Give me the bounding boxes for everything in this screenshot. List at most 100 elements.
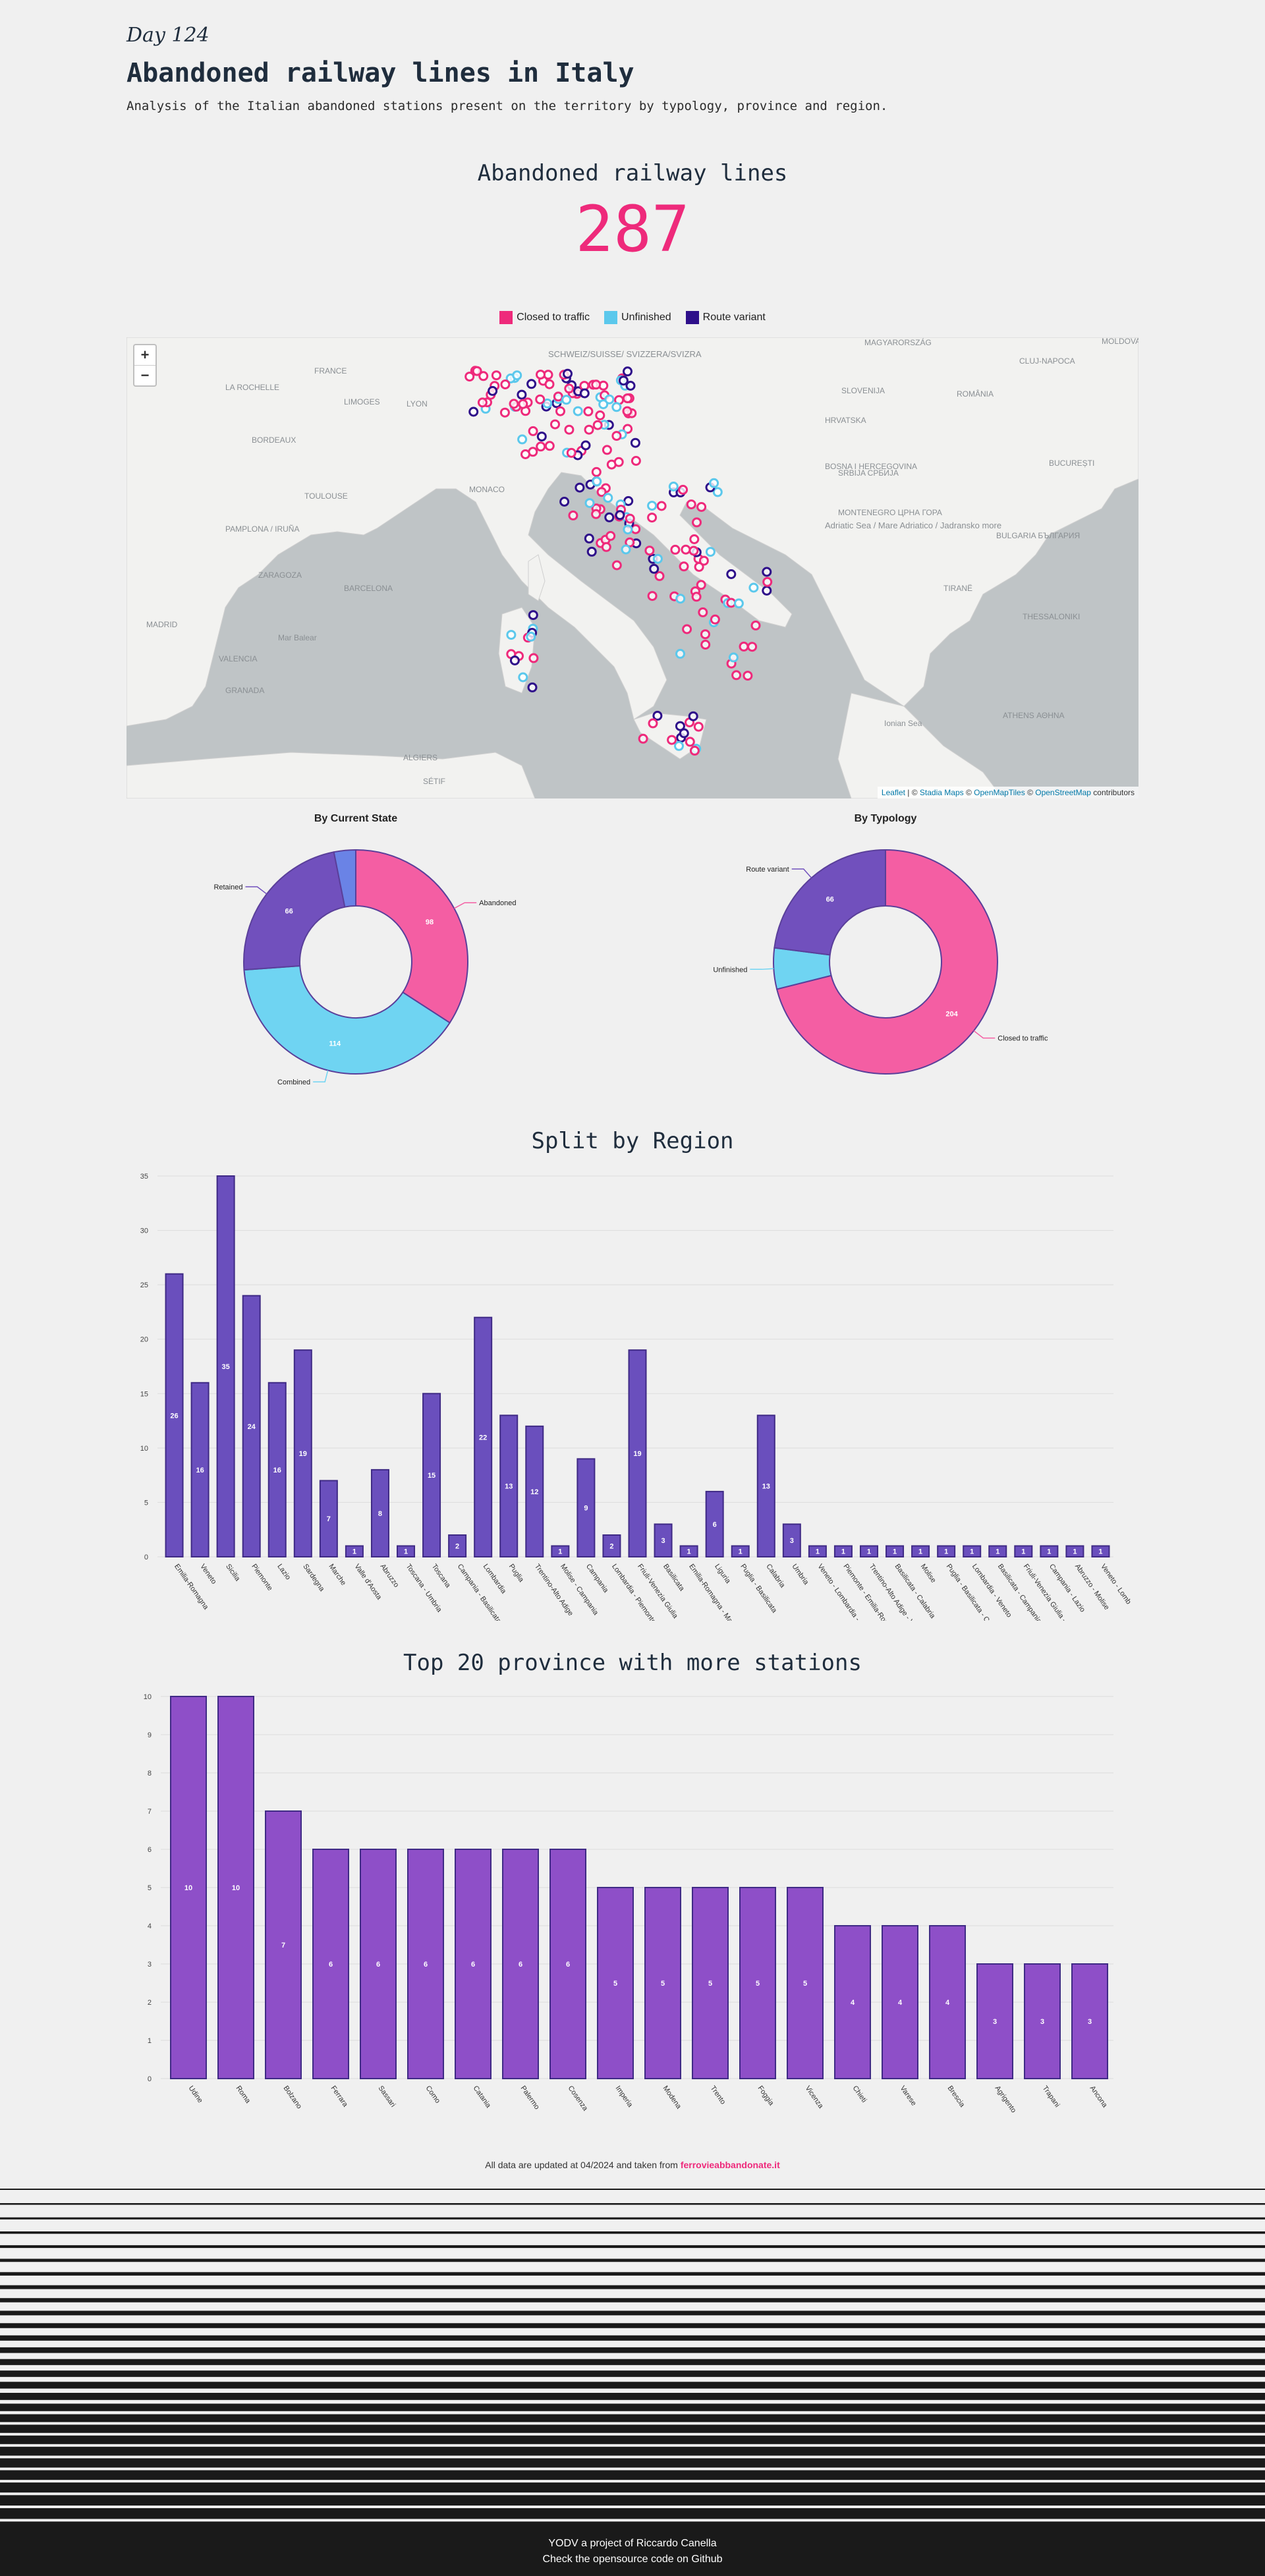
station-marker[interactable] [692, 517, 702, 528]
station-marker[interactable] [631, 456, 641, 466]
station-marker[interactable] [509, 656, 520, 665]
station-marker[interactable] [748, 582, 759, 593]
station-marker[interactable] [726, 569, 737, 579]
station-marker[interactable] [625, 381, 636, 391]
station-marker[interactable] [584, 424, 594, 435]
zoom-out-button[interactable]: − [140, 367, 150, 383]
station-marker[interactable] [566, 447, 576, 458]
station-marker[interactable] [518, 672, 528, 683]
station-marker[interactable] [694, 562, 704, 572]
station-marker[interactable] [536, 432, 547, 442]
leaflet-link[interactable]: Leaflet [881, 788, 905, 797]
station-marker[interactable] [611, 431, 622, 441]
station-marker[interactable] [675, 721, 685, 731]
station-marker[interactable] [472, 366, 482, 376]
station-marker[interactable] [526, 379, 537, 389]
openmaptiles-link[interactable]: OpenMapTiles [974, 788, 1025, 797]
station-marker[interactable] [762, 567, 772, 577]
station-marker[interactable] [693, 721, 704, 732]
station-marker[interactable] [528, 610, 538, 621]
station-marker[interactable] [591, 466, 602, 477]
station-marker[interactable] [696, 502, 707, 512]
station-marker[interactable] [604, 512, 615, 522]
station-marker[interactable] [517, 389, 527, 400]
station-marker[interactable] [615, 510, 625, 520]
station-marker[interactable] [623, 366, 632, 377]
station-marker[interactable] [603, 493, 613, 503]
station-marker[interactable] [667, 735, 677, 745]
station-marker[interactable] [550, 419, 560, 430]
station-marker[interactable] [674, 741, 684, 751]
station-marker[interactable] [654, 571, 665, 581]
station-marker[interactable] [712, 487, 723, 497]
station-marker[interactable] [596, 487, 607, 497]
station-marker[interactable] [649, 563, 660, 574]
map[interactable]: SCHWEIZ/SUISSE/ SVIZZERA/SVIZRA FRANCE MAG… [126, 337, 1138, 798]
station-marker[interactable] [698, 607, 708, 617]
station-marker[interactable] [647, 501, 658, 511]
station-marker[interactable] [542, 398, 553, 408]
station-marker[interactable] [739, 641, 749, 652]
station-marker[interactable] [647, 513, 658, 523]
station-marker[interactable] [591, 509, 602, 519]
station-marker[interactable] [656, 501, 667, 511]
station-marker[interactable] [638, 733, 648, 744]
station-marker[interactable] [595, 410, 605, 420]
station-marker[interactable] [509, 399, 519, 409]
station-marker[interactable] [535, 394, 546, 405]
station-marker[interactable] [561, 395, 572, 405]
station-marker[interactable] [670, 544, 681, 555]
station-marker[interactable] [733, 598, 744, 609]
station-marker[interactable] [652, 553, 663, 564]
station-marker[interactable] [499, 407, 510, 418]
station-marker[interactable] [668, 482, 679, 491]
station-marker[interactable] [705, 547, 716, 557]
station-marker[interactable] [625, 513, 635, 524]
station-marker[interactable] [555, 406, 565, 416]
station-marker[interactable] [647, 591, 658, 602]
station-marker[interactable] [602, 445, 612, 455]
station-marker[interactable] [678, 484, 689, 495]
station-marker[interactable] [563, 368, 573, 379]
station-marker[interactable] [512, 370, 522, 381]
station-marker[interactable] [464, 372, 475, 382]
station-marker[interactable] [584, 533, 594, 544]
station-marker[interactable] [644, 546, 655, 556]
station-marker[interactable] [598, 399, 609, 410]
station-marker[interactable] [544, 379, 555, 389]
station-marker[interactable] [621, 544, 631, 555]
station-marker[interactable] [613, 457, 624, 467]
station-marker[interactable] [685, 737, 695, 747]
station-marker[interactable] [652, 710, 663, 721]
station-marker[interactable] [682, 624, 692, 634]
station-marker[interactable] [681, 544, 691, 555]
station-marker[interactable] [477, 397, 488, 408]
station-marker[interactable] [488, 385, 498, 396]
map-tiles[interactable]: SCHWEIZ/SUISSE/ SVIZZERA/SVIZRA FRANCE MAG… [126, 337, 1138, 798]
station-marker[interactable] [700, 629, 710, 640]
station-marker[interactable] [528, 653, 539, 663]
data-source-link[interactable]: ferrovieabbandonate.it [680, 2160, 780, 2170]
station-marker[interactable] [679, 728, 689, 739]
station-marker[interactable] [564, 424, 575, 435]
station-marker[interactable] [559, 497, 570, 507]
station-marker[interactable] [648, 718, 658, 729]
station-marker[interactable] [622, 406, 632, 416]
station-marker[interactable] [518, 399, 528, 409]
station-marker[interactable] [520, 449, 530, 459]
station-marker[interactable] [611, 402, 622, 412]
footer-credit[interactable]: YODV a project of Riccardo Canella [548, 2538, 717, 2549]
station-marker[interactable] [536, 441, 546, 452]
osm-link[interactable]: OpenStreetMap [1035, 788, 1091, 797]
station-marker[interactable] [517, 434, 528, 445]
station-marker[interactable] [506, 630, 517, 640]
station-marker[interactable] [750, 620, 761, 630]
station-marker[interactable] [605, 531, 616, 541]
station-marker[interactable] [592, 476, 602, 487]
station-marker[interactable] [528, 426, 538, 436]
footer-github-link[interactable]: Check the opensource code on Github [542, 2554, 723, 2565]
station-marker[interactable] [696, 580, 706, 590]
station-markers[interactable] [464, 366, 773, 756]
station-marker[interactable] [700, 640, 711, 650]
zoom-control[interactable]: + − [133, 344, 157, 387]
